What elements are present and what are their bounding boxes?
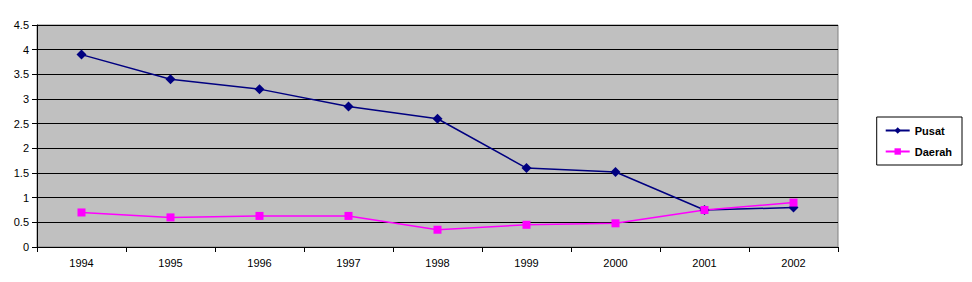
svg-text:3: 3 — [23, 93, 29, 105]
svg-text:2.5: 2.5 — [14, 118, 29, 130]
svg-text:1998: 1998 — [425, 257, 449, 269]
svg-text:1995: 1995 — [158, 257, 182, 269]
svg-text:Daerah: Daerah — [915, 146, 953, 158]
svg-text:0: 0 — [23, 241, 29, 253]
svg-text:2001: 2001 — [692, 257, 716, 269]
svg-text:Pusat: Pusat — [915, 125, 945, 137]
svg-text:1: 1 — [23, 192, 29, 204]
svg-text:4.5: 4.5 — [14, 19, 29, 31]
svg-text:4: 4 — [23, 44, 29, 56]
svg-text:2000: 2000 — [603, 257, 627, 269]
svg-text:1994: 1994 — [69, 257, 93, 269]
svg-text:2002: 2002 — [781, 257, 805, 269]
svg-text:3.5: 3.5 — [14, 68, 29, 80]
svg-text:2: 2 — [23, 142, 29, 154]
svg-text:1996: 1996 — [247, 257, 271, 269]
svg-text:1999: 1999 — [514, 257, 538, 269]
svg-text:0.5: 0.5 — [14, 216, 29, 228]
svg-text:1.5: 1.5 — [14, 167, 29, 179]
svg-text:1997: 1997 — [336, 257, 360, 269]
